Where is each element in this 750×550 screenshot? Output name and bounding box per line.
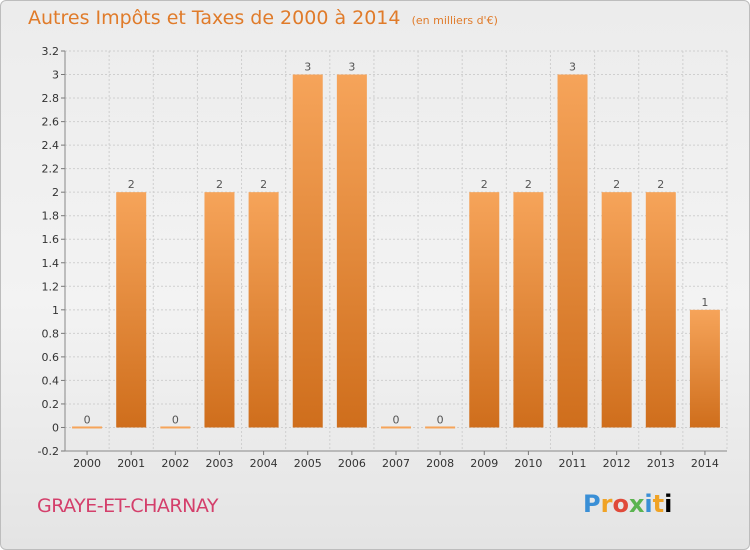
y-tick-label: 1.6 (42, 233, 60, 246)
logo-letter: o (612, 490, 629, 518)
y-tick-label: 1 (52, 304, 59, 317)
x-tick-label: 2009 (470, 457, 498, 470)
bar-value-label: 2 (525, 178, 532, 191)
bar (292, 74, 323, 428)
y-tick-label: 1.2 (42, 280, 60, 293)
label-layer: 0 2 0 2 2 3 3 0 0 2 2 3 2 2 1 (84, 61, 709, 427)
bar (557, 74, 588, 428)
bar (689, 309, 720, 428)
y-tick-label: 2 (52, 186, 59, 199)
bar-value-label: 2 (128, 178, 135, 191)
bar (425, 426, 456, 429)
bar-value-label: 2 (260, 178, 267, 191)
y-tick-label: 2.6 (42, 116, 60, 129)
bar (601, 192, 632, 428)
x-tick-label: 2005 (294, 457, 322, 470)
logo-letter: i (664, 490, 673, 518)
proxiti-logo: Proxiti (583, 490, 672, 518)
bar (72, 426, 103, 429)
x-tick-label: 2001 (117, 457, 145, 470)
logo-letter: i (644, 490, 653, 518)
title-row: Autres Impôts et Taxes de 2000 à 2014 (e… (28, 7, 498, 29)
bar-value-label: 3 (348, 61, 355, 74)
bar (381, 426, 411, 429)
x-tick-label: 2000 (73, 457, 101, 470)
bar (160, 426, 191, 429)
bar-value-label: 0 (437, 413, 444, 426)
bar-value-label: 2 (216, 178, 223, 191)
y-tick-label: 0.2 (42, 398, 60, 411)
logo-letter: x (628, 490, 645, 518)
y-tick-label: 2.2 (42, 163, 60, 176)
x-tick-label: 2002 (161, 457, 189, 470)
y-tick-label: 2.4 (42, 139, 60, 152)
bar (645, 192, 676, 428)
bar-value-label: 3 (304, 61, 311, 74)
bar-value-label: 0 (84, 413, 91, 426)
bar (469, 192, 500, 428)
x-tick-label: 2004 (250, 457, 278, 470)
bar-value-label: 0 (172, 413, 179, 426)
bar-value-label: 2 (481, 178, 488, 191)
chart-subtitle: (en milliers d'€) (411, 14, 498, 27)
x-tick-label: 2007 (382, 457, 410, 470)
bar-value-label: 1 (701, 296, 708, 309)
x-tick-label: 2010 (514, 457, 542, 470)
y-tick-label: 3 (52, 69, 59, 82)
logo-letter: t (652, 490, 665, 518)
bar-layer (72, 74, 720, 429)
bar (248, 192, 279, 428)
y-tick-label: 0 (52, 421, 59, 434)
grid-layer (64, 50, 728, 452)
x-tick-label: 2006 (338, 457, 366, 470)
y-tick-label: 0.4 (42, 374, 60, 387)
bar-value-label: 2 (657, 178, 664, 191)
bar-value-label: 2 (613, 178, 620, 191)
y-tick-label: 0.8 (42, 327, 60, 340)
logo-letter: r (600, 490, 613, 518)
bar (336, 74, 367, 428)
y-tick-label: 3.2 (42, 45, 60, 58)
axis-layer: -0.2 0 0.2 0.4 0.6 0.8 1 1.2 1.4 1.6 1.8 2 2.2 2.4 2.6… (38, 45, 727, 470)
bar-value-label: 0 (393, 413, 400, 426)
y-tick-label: 2.8 (42, 92, 60, 105)
x-tick-label: 2003 (205, 457, 233, 470)
bar (116, 192, 147, 428)
y-tick-label: -0.2 (38, 445, 59, 458)
y-tick-label: 0.6 (42, 351, 60, 364)
x-tick-label: 2012 (603, 457, 631, 470)
bar-value-label: 3 (569, 61, 576, 74)
x-tick-label: 2008 (426, 457, 454, 470)
y-tick-label: 1.4 (42, 257, 60, 270)
chart-title: Autres Impôts et Taxes de 2000 à 2014 (28, 7, 401, 29)
bar (204, 192, 235, 428)
logo-letter: P (583, 490, 601, 518)
commune-name: GRAYE-ET-CHARNAY (37, 495, 218, 517)
x-tick-label: 2011 (559, 457, 587, 470)
x-tick-label: 2014 (691, 457, 719, 470)
bar (513, 192, 544, 428)
x-tick-label: 2013 (647, 457, 675, 470)
y-tick-label: 1.8 (42, 210, 60, 223)
